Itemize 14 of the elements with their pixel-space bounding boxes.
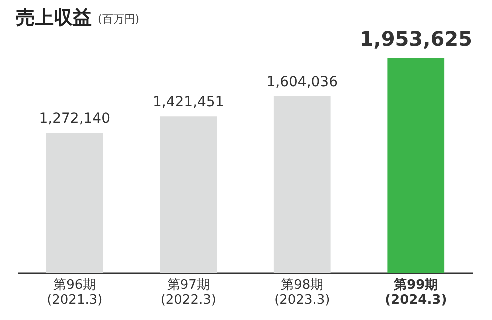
chart-title: 売上収益 bbox=[16, 7, 92, 29]
bar bbox=[160, 116, 218, 273]
bar bbox=[274, 96, 331, 273]
chart-subtitle: (百万円) bbox=[98, 13, 140, 26]
x-tick-label: 第96期 (2021.3) bbox=[47, 278, 103, 308]
x-tick-label: 第97期 (2022.3) bbox=[160, 278, 216, 308]
bar bbox=[388, 58, 445, 273]
data-label: 1,953,625 bbox=[360, 27, 472, 51]
x-tick-label: 第99期 (2024.3) bbox=[385, 278, 448, 308]
data-label: 1,272,140 bbox=[39, 111, 111, 127]
bar bbox=[46, 133, 104, 273]
data-label: 1,604,036 bbox=[266, 74, 338, 90]
data-label: 1,421,451 bbox=[152, 94, 224, 111]
x-tick-label: 第98期 (2023.3) bbox=[274, 278, 330, 308]
